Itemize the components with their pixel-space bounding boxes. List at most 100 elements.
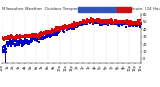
Point (68, 24, 71, 26)
Point (86, 20, 88, 21)
Point (88, 19, 90, 21)
Point (138, 24, 140, 25)
Point (8, 37, 11, 38)
Point (4, 38, 6, 40)
Point (54, 34, 57, 35)
Point (1, 37, 4, 38)
Point (51, 31, 54, 33)
Point (121, 20, 123, 21)
Point (82, 19, 85, 20)
Point (9, 44, 12, 45)
Point (11, 40, 13, 41)
Point (55, 32, 57, 34)
Point (40, 38, 42, 40)
Point (65, 26, 68, 27)
Point (21, 43, 24, 44)
Point (38, 36, 41, 38)
Point (79, 22, 81, 24)
Point (26, 39, 29, 41)
Point (112, 23, 115, 25)
Point (1, 47, 3, 48)
Point (133, 23, 136, 25)
Point (132, 21, 135, 22)
Point (125, 20, 128, 22)
Point (118, 23, 121, 24)
Point (48, 31, 50, 32)
Point (119, 21, 122, 22)
Point (13, 40, 15, 42)
Point (44, 33, 47, 34)
Point (55, 29, 57, 31)
Point (94, 20, 97, 22)
Point (89, 20, 91, 21)
Point (42, 33, 45, 35)
Point (3, 48, 6, 49)
Point (56, 27, 58, 29)
Point (20, 35, 22, 36)
Point (120, 21, 122, 23)
Point (88, 20, 91, 22)
Point (86, 18, 88, 20)
Point (96, 18, 99, 20)
Point (116, 23, 119, 24)
Point (5, 37, 8, 38)
Point (62, 26, 65, 28)
Point (86, 22, 89, 23)
Point (119, 23, 121, 25)
Point (121, 25, 124, 26)
Point (97, 20, 99, 21)
Point (14, 37, 17, 39)
Point (50, 35, 52, 36)
Point (130, 23, 132, 25)
Point (20, 36, 23, 38)
Point (102, 23, 104, 24)
Point (131, 23, 134, 24)
Point (101, 21, 103, 22)
Point (33, 35, 36, 36)
Point (45, 35, 48, 37)
Point (130, 21, 133, 23)
Point (42, 33, 45, 34)
Point (63, 26, 65, 27)
Point (123, 21, 126, 22)
Point (6, 37, 8, 38)
Point (86, 20, 88, 21)
Point (103, 19, 106, 21)
Point (123, 21, 126, 23)
Point (50, 31, 52, 33)
Point (55, 29, 58, 31)
Point (126, 21, 128, 22)
Point (125, 21, 128, 23)
Point (91, 21, 93, 22)
Point (8, 37, 10, 38)
Point (107, 20, 110, 21)
Point (13, 38, 16, 39)
Point (111, 22, 113, 24)
Point (77, 23, 80, 24)
Point (106, 21, 108, 22)
Point (76, 23, 79, 24)
Point (91, 20, 94, 21)
Point (39, 36, 41, 38)
Point (74, 23, 77, 24)
Point (80, 22, 82, 23)
Point (19, 39, 22, 40)
Point (105, 23, 108, 24)
Point (3, 39, 5, 41)
Point (51, 31, 53, 32)
Point (65, 26, 67, 27)
Point (77, 22, 79, 24)
Point (76, 23, 78, 24)
Point (88, 20, 90, 22)
Point (80, 24, 82, 25)
Point (33, 38, 35, 40)
Point (67, 27, 70, 28)
Point (107, 21, 110, 22)
Point (125, 22, 128, 24)
Point (4, 37, 7, 39)
Point (122, 21, 124, 23)
Point (78, 23, 80, 24)
Point (71, 28, 73, 29)
Point (139, 23, 142, 24)
Point (46, 31, 48, 33)
